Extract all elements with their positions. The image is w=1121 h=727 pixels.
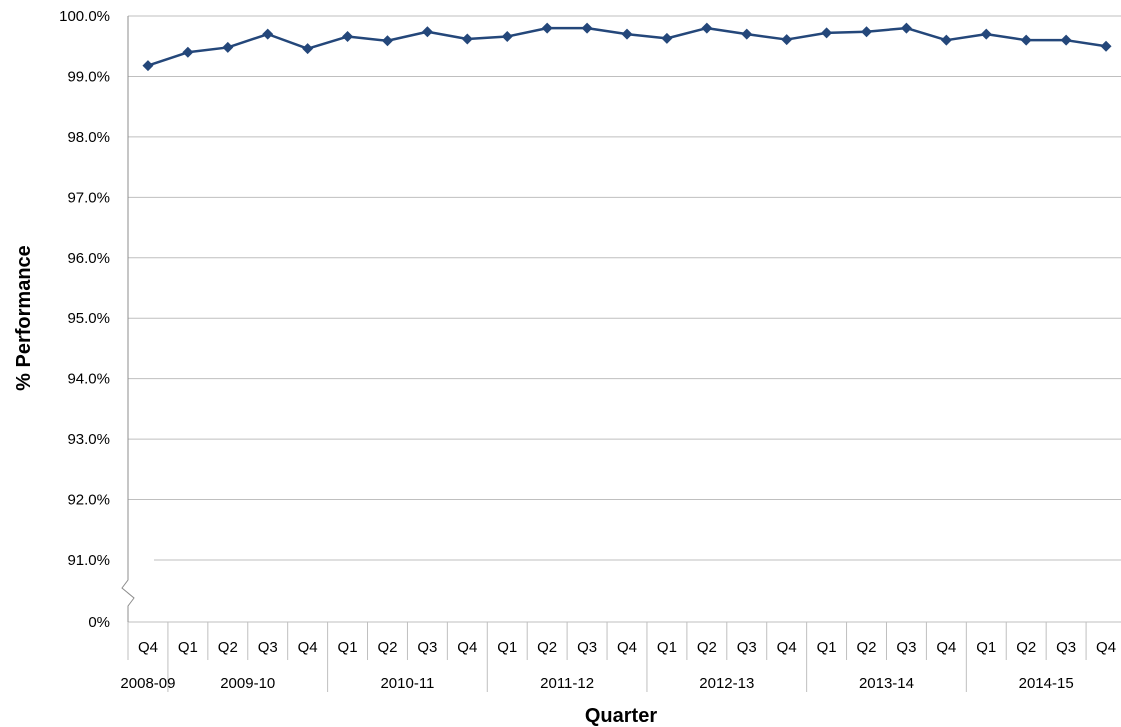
x-axis-quarter-labels: Q4 Q1 Q2 Q3 Q4 Q1 Q2 Q3 Q4 Q1 Q2 Q3 Q4 Q1 Q2 Q3 Q4 Q1 Q2 Q3… — [138, 639, 1116, 656]
series — [142, 22, 1112, 72]
x-category-label: Q4 — [138, 639, 158, 656]
x-category-label: Q3 — [258, 639, 278, 656]
data-point — [980, 28, 992, 40]
data-point — [621, 28, 633, 40]
x-category-label: Q1 — [178, 639, 198, 656]
x-category-label: Q3 — [417, 639, 437, 656]
x-category-label: Q2 — [697, 639, 717, 656]
x-category-label: Q3 — [737, 639, 757, 656]
data-point — [461, 33, 473, 45]
data-point — [861, 26, 873, 38]
data-point — [741, 28, 753, 40]
data-point — [421, 26, 433, 38]
x-category-label: Q4 — [298, 639, 318, 656]
data-point — [142, 60, 154, 72]
gridlines — [128, 15, 1121, 623]
x-group-label: 2008-09 — [120, 675, 175, 692]
data-point — [1060, 34, 1072, 46]
data-point — [541, 22, 553, 34]
y-tick-label: 99.0% — [67, 68, 110, 85]
x-category-label: Q2 — [1016, 639, 1036, 656]
x-group-label: 2009-10 — [220, 675, 275, 692]
x-axis-year-labels: 2008-09 2009-10 2010-11 2011-12 2012-13 2013-… — [120, 675, 1073, 692]
data-point — [701, 22, 713, 34]
data-point — [342, 31, 354, 43]
x-category-label: Q4 — [936, 639, 956, 656]
x-category-label: Q3 — [577, 639, 597, 656]
data-point — [381, 35, 393, 47]
x-group-label: 2012-13 — [699, 675, 754, 692]
data-point — [661, 32, 673, 44]
y-axis-tick-labels: 91.0% 92.0% 93.0% 94.0% 95.0% 96.0% 97.0% 98.0%… — [59, 8, 110, 631]
x-axis-title: Quarter — [585, 705, 657, 727]
data-point — [940, 34, 952, 46]
x-category-label: Q1 — [817, 639, 837, 656]
x-category-label: Q3 — [896, 639, 916, 656]
x-group-label: 2011-12 — [540, 675, 594, 692]
y-tick-label: 93.0% — [67, 431, 110, 448]
y-tick-label: 96.0% — [67, 250, 110, 267]
x-group-label: 2013-14 — [859, 675, 914, 692]
data-point — [501, 31, 513, 43]
data-point — [781, 34, 793, 46]
data-point — [182, 46, 194, 58]
x-category-label: Q1 — [976, 639, 996, 656]
x-category-label: Q4 — [457, 639, 477, 656]
x-category-label: Q2 — [218, 639, 238, 656]
data-point — [262, 28, 274, 40]
y-tick-label-floor: 0% — [88, 614, 110, 631]
y-tick-label: 94.0% — [67, 371, 110, 388]
data-point — [1100, 40, 1112, 52]
x-category-label: Q1 — [338, 639, 358, 656]
y-tick-label: 100.0% — [59, 8, 110, 25]
x-category-label: Q4 — [617, 639, 637, 656]
data-point — [1020, 34, 1032, 46]
y-tick-label: 95.0% — [67, 310, 110, 327]
x-category-label: Q1 — [497, 639, 517, 656]
x-category-label: Q3 — [1056, 639, 1076, 656]
data-point — [302, 43, 314, 55]
x-category-label: Q4 — [777, 639, 797, 656]
x-category-label: Q4 — [1096, 639, 1116, 656]
x-category-label: Q1 — [657, 639, 677, 656]
x-category-label: Q2 — [377, 639, 397, 656]
y-tick-label: 97.0% — [67, 189, 110, 206]
x-category-label: Q2 — [857, 639, 877, 656]
data-point — [222, 41, 234, 53]
x-group-label: 2014-15 — [1019, 675, 1074, 692]
data-point — [900, 22, 912, 34]
axes — [121, 16, 1087, 692]
axis-break-marker — [121, 560, 135, 622]
x-category-label: Q2 — [537, 639, 557, 656]
x-group-label: 2010-11 — [380, 675, 434, 692]
data-point — [821, 27, 833, 39]
y-axis-title: % Performance — [13, 245, 35, 391]
y-tick-label: 98.0% — [67, 129, 110, 146]
y-tick-label: 91.0% — [67, 552, 110, 569]
data-point — [581, 22, 593, 34]
y-tick-label: 92.0% — [67, 492, 110, 509]
